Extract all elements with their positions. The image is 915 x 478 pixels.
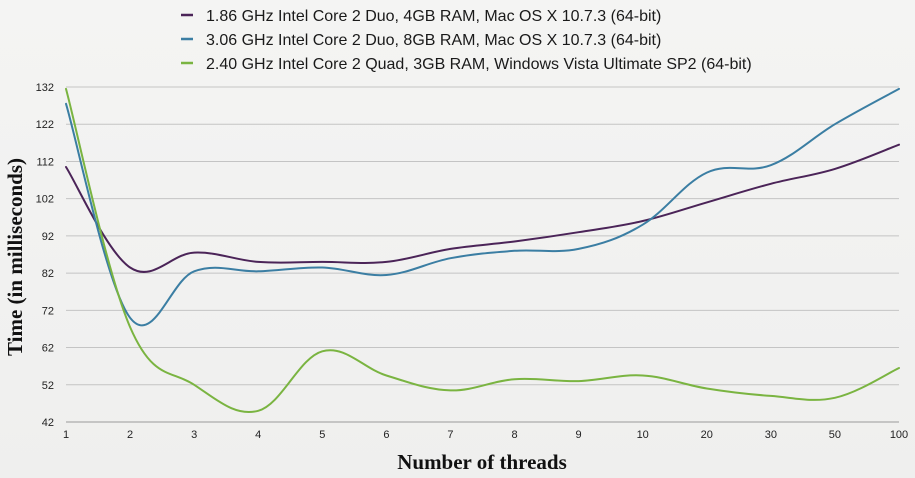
y-tick-label: 132 bbox=[36, 82, 54, 94]
series-lines bbox=[65, 87, 900, 414]
x-tick-label: 2 bbox=[127, 429, 133, 441]
x-tick-label: 5 bbox=[319, 429, 325, 441]
x-tick-label: 10 bbox=[637, 429, 649, 441]
y-tick-label: 42 bbox=[42, 417, 54, 429]
x-tick-label: 1 bbox=[63, 429, 69, 441]
legend-label: 1.86 GHz Intel Core 2 Duo, 4GB RAM, Mac … bbox=[206, 8, 661, 25]
series-line-3 bbox=[65, 87, 900, 414]
x-tick-label: 3 bbox=[191, 429, 197, 441]
x-tick-label: 30 bbox=[765, 429, 777, 441]
y-axis-ticks: 42 52 62 72 82 92 102 112 122 132 bbox=[36, 82, 54, 429]
y-tick-label: 122 bbox=[36, 119, 54, 131]
series-line-1 bbox=[65, 143, 900, 273]
y-tick-label: 112 bbox=[36, 156, 54, 168]
x-tick-label: 50 bbox=[829, 429, 841, 441]
x-tick-label: 4 bbox=[255, 429, 261, 441]
x-axis-ticks: 1 2 3 4 5 6 7 8 9 10 20 30 50 100 bbox=[63, 429, 908, 441]
x-axis-title: Number of threads bbox=[397, 450, 567, 474]
x-tick-label: 6 bbox=[383, 429, 389, 441]
x-tick-label: 7 bbox=[447, 429, 453, 441]
y-tick-label: 62 bbox=[42, 343, 54, 355]
x-tick-label: 8 bbox=[511, 429, 517, 441]
legend: 1.86 GHz Intel Core 2 Duo, 4GB RAM, Mac … bbox=[181, 8, 752, 73]
y-tick-label: 72 bbox=[42, 305, 54, 317]
x-tick-label: 9 bbox=[576, 429, 582, 441]
series-line-2 bbox=[65, 87, 900, 327]
legend-label: 3.06 GHz Intel Core 2 Duo, 8GB RAM, Mac … bbox=[206, 32, 661, 49]
y-axis-title: Time (in milliseconds) bbox=[3, 158, 27, 356]
x-tick-label: 100 bbox=[890, 429, 908, 441]
legend-label: 2.40 GHz Intel Core 2 Quad, 3GB RAM, Win… bbox=[206, 56, 752, 73]
y-tick-label: 102 bbox=[36, 194, 54, 206]
y-tick-label: 52 bbox=[42, 380, 54, 392]
x-tick-label: 20 bbox=[701, 429, 713, 441]
y-tick-label: 82 bbox=[42, 268, 54, 280]
y-tick-label: 92 bbox=[42, 231, 54, 243]
